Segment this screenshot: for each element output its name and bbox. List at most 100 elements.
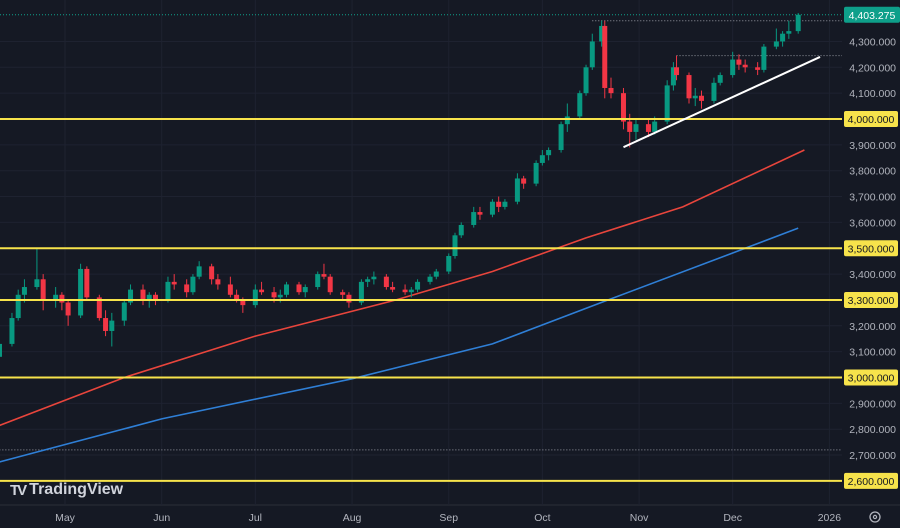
candle [742, 59, 748, 73]
candle-body [577, 93, 583, 117]
candle-body [645, 124, 651, 132]
candle-body [602, 25, 608, 88]
candle [583, 64, 589, 96]
price-tick-label: 3,800.000 [849, 166, 896, 178]
candle-body [227, 284, 233, 295]
candle [433, 268, 439, 280]
candle-body [452, 235, 458, 257]
candle [521, 175, 527, 189]
candle-body [795, 14, 801, 32]
last-price-label: 4,403.275 [849, 10, 896, 22]
candle-body [34, 279, 40, 288]
candle [599, 20, 605, 47]
candle [780, 31, 786, 47]
candle [558, 121, 564, 153]
candle [196, 261, 202, 280]
candle [259, 281, 265, 295]
candle [34, 248, 40, 290]
candle-body [477, 212, 483, 215]
price-tick-label: 3,900.000 [849, 140, 896, 152]
candle [84, 266, 90, 300]
candle-body [664, 85, 670, 122]
candle [711, 77, 717, 104]
candle-body [284, 284, 290, 295]
candle-body [390, 287, 396, 290]
level-label: 2,600.000 [848, 476, 895, 488]
candle-body [365, 279, 371, 282]
moving-average-blue [0, 227, 799, 463]
candle-body [564, 116, 570, 125]
candle [358, 279, 364, 306]
candle [78, 263, 84, 319]
gear-icon-outer [869, 511, 881, 523]
candle-body [78, 268, 84, 316]
candle-body [165, 281, 171, 300]
candle-body [121, 302, 127, 321]
candle [502, 199, 508, 210]
candle [40, 274, 46, 311]
candle-body [184, 284, 190, 293]
candle-body [96, 297, 102, 319]
candle-body [652, 121, 658, 132]
candle-body [736, 59, 742, 65]
candle-body [383, 276, 389, 288]
candle [152, 292, 158, 306]
candle-body [686, 75, 692, 99]
candle [383, 274, 389, 290]
candle [645, 119, 651, 138]
candle [402, 284, 408, 295]
candle-body [15, 294, 21, 319]
candle-body [302, 287, 308, 293]
candle [121, 299, 127, 326]
candle [165, 276, 171, 303]
price-tick-label: 2,800.000 [849, 424, 896, 436]
time-tick-label: Aug [343, 512, 362, 524]
candle [390, 281, 396, 293]
time-tick-label: Jul [249, 512, 262, 524]
candle [452, 232, 458, 259]
gear-icon-inner [872, 514, 878, 520]
candle [21, 279, 27, 303]
candle-body [427, 276, 433, 282]
candle [692, 87, 698, 107]
candle [698, 90, 704, 109]
candle [786, 20, 792, 39]
time-tick-label: Oct [534, 512, 550, 524]
candle-body [65, 302, 71, 316]
candle [59, 292, 65, 311]
candle-body [489, 201, 495, 215]
candle-body [252, 289, 258, 306]
candle [415, 279, 421, 293]
logo-text: TradingView [29, 481, 124, 498]
candle-body [521, 178, 527, 184]
candle [717, 72, 723, 86]
candle-body [583, 67, 589, 94]
candle-body [627, 121, 633, 132]
candle-body [315, 274, 321, 288]
candle-body [539, 155, 545, 163]
candle-body [786, 31, 792, 34]
candle [128, 284, 134, 306]
candle-body [321, 274, 327, 277]
candle-body [558, 124, 564, 151]
candle-body [496, 201, 502, 207]
candle-body [402, 289, 408, 293]
candle [252, 284, 258, 308]
candle [408, 287, 414, 298]
candle-body [546, 150, 552, 156]
candle-body [471, 212, 477, 225]
candle-body [408, 289, 414, 293]
gear-icon[interactable] [869, 511, 881, 523]
price-tick-label: 2,700.000 [849, 450, 896, 462]
candle-body [9, 318, 15, 344]
candle [633, 119, 639, 140]
candle-body [692, 95, 698, 99]
time-tick-label: May [55, 512, 76, 524]
candle-body [415, 281, 421, 290]
price-tick-label: 3,700.000 [849, 192, 896, 204]
candle [477, 206, 483, 220]
price-tick-label: 3,100.000 [849, 347, 896, 359]
candle-body [327, 276, 333, 293]
candle-body [599, 25, 605, 42]
